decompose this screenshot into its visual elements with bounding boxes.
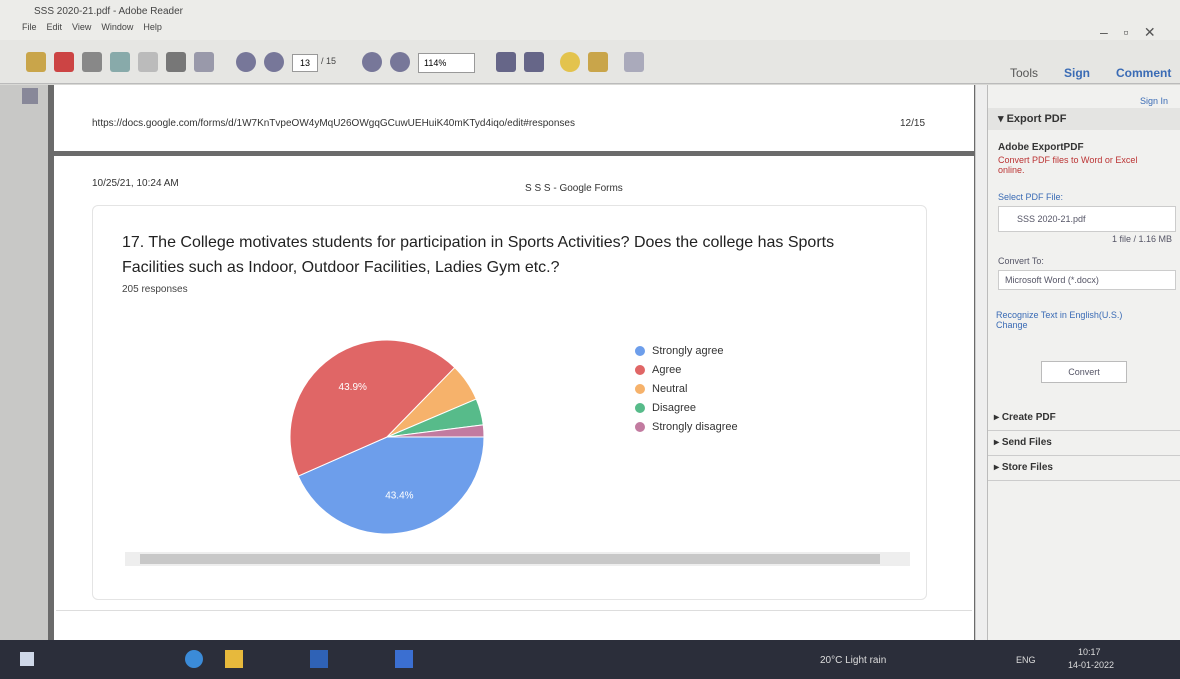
service-name: Adobe ExportPDF bbox=[998, 142, 1084, 153]
service-desc: Convert PDF files to Word or Excel onlin… bbox=[998, 155, 1148, 175]
section-list: ▸ Create PDF▸ Send Files▸ Store Files bbox=[988, 406, 1180, 481]
section-title: Store Files bbox=[1002, 462, 1053, 473]
change-link[interactable]: Change bbox=[996, 320, 1028, 330]
taskbar bbox=[0, 640, 1180, 679]
recognize: Recognize Text in English(U.S.) bbox=[996, 310, 1122, 320]
taskbar-app[interactable] bbox=[395, 650, 413, 668]
taskbar-app[interactable] bbox=[185, 650, 203, 668]
section-header[interactable]: ▸ Send Files bbox=[988, 431, 1180, 456]
sign-in[interactable]: Sign In bbox=[1140, 96, 1168, 106]
legend-swatch bbox=[635, 403, 645, 413]
section-header[interactable]: ▸ Create PDF bbox=[988, 406, 1180, 431]
v-scrollbar[interactable] bbox=[975, 85, 987, 640]
clock-time: 10:17 bbox=[1078, 647, 1101, 657]
legend-swatch bbox=[635, 384, 645, 394]
convert-button[interactable]: Convert bbox=[1041, 361, 1127, 383]
start-button[interactable] bbox=[20, 652, 34, 666]
tab[interactable]: Comment bbox=[1116, 66, 1171, 80]
legend-swatch bbox=[635, 422, 645, 432]
file-info: 1 file / 1.16 MB bbox=[1112, 234, 1172, 244]
language: ENG bbox=[1016, 655, 1036, 665]
taskbar-app[interactable] bbox=[225, 650, 243, 668]
file-box[interactable]: SSS 2020-21.pdf bbox=[998, 206, 1176, 232]
section-title: Export PDF bbox=[1007, 113, 1067, 125]
format-select[interactable]: Microsoft Word (*.docx) bbox=[998, 270, 1176, 290]
taskbar-app[interactable] bbox=[310, 650, 328, 668]
scroll-thumb[interactable] bbox=[140, 554, 880, 564]
data-label: 43.9% bbox=[339, 382, 367, 393]
tab[interactable]: Sign bbox=[1064, 66, 1090, 80]
section-title: Send Files bbox=[1002, 437, 1052, 448]
clock-date: 14-01-2022 bbox=[1068, 660, 1114, 670]
label: Select PDF File: bbox=[998, 192, 1063, 202]
pie-chart: 43.4% 43.9% Strongly agree Agree Neutral Disa… bbox=[0, 0, 975, 640]
section-header[interactable]: ▾ Export PDF bbox=[988, 108, 1180, 130]
window-controls[interactable]: – ▫ ✕ bbox=[1100, 24, 1156, 41]
legend-swatch bbox=[635, 346, 645, 356]
section-header[interactable]: ▸ Store Files bbox=[988, 456, 1180, 481]
next-card bbox=[56, 610, 972, 638]
legend-label: Strongly disagree bbox=[652, 421, 738, 433]
legend-label: Agree bbox=[652, 364, 681, 376]
legend-label: Disagree bbox=[652, 402, 696, 414]
label: Convert To: bbox=[998, 256, 1044, 266]
screen: {"window":{"title":"SSS 2020-21.pdf - Ad… bbox=[0, 0, 1180, 679]
tab[interactable]: Tools bbox=[1010, 66, 1038, 80]
data-label: 43.4% bbox=[385, 490, 413, 501]
legend-label: Neutral bbox=[652, 383, 687, 395]
section-title: Create PDF bbox=[1002, 412, 1056, 423]
legend-label: Strongly agree bbox=[652, 345, 724, 357]
legend-swatch bbox=[635, 365, 645, 375]
weather: 20°C Light rain bbox=[820, 655, 886, 666]
